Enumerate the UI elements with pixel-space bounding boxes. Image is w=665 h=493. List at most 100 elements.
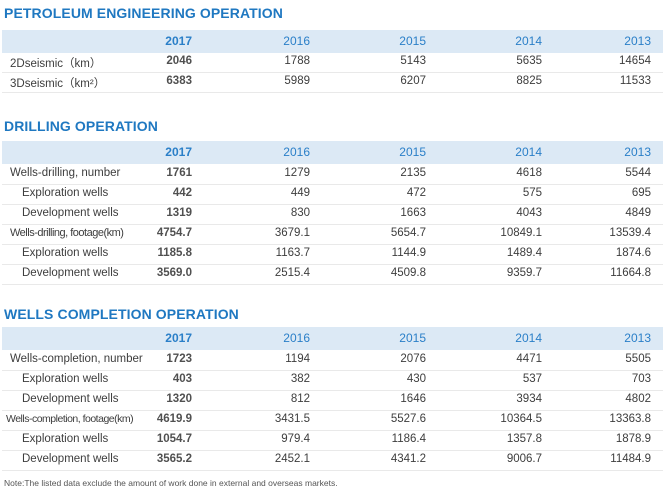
cell-2016: 812 [290,393,310,405]
cell-2016: 2515.4 [274,267,310,279]
section-title: PETROLEUM ENGINEERING OPERATION [4,5,283,21]
cell-2017: 6383 [166,75,192,87]
cell-2017: 4619.9 [156,413,192,425]
header-year-2013: 2013 [624,331,651,345]
table-header: 2017 2016 2015 2014 2013 [2,141,663,164]
cell-2014: 5635 [516,55,542,67]
table-row: Development wells 3565.2 2452.1 4341.2 9… [2,450,663,471]
row-label: Wells-completion, footage(km) [6,413,134,425]
cell-2017: 3565.2 [156,453,192,465]
cell-2016: 979.4 [281,433,310,445]
cell-2013: 4849 [625,207,651,219]
header-year-2016: 2016 [283,145,310,159]
cell-2013: 11484.9 [610,453,651,465]
cell-2013: 695 [631,187,651,199]
cell-2015: 1186.4 [391,433,426,445]
cell-2014: 10364.5 [500,413,542,425]
cell-2015: 1646 [400,393,426,405]
header-year-2013: 2013 [624,34,651,48]
row-label: 3Dseismic（km²） [10,78,106,90]
cell-2014: 3934 [516,393,542,405]
table-row: Exploration wells 403 382 430 537 703 [2,370,663,391]
row-label: Exploration wells [22,247,109,259]
table-row: Wells-drilling, footage(km) 4754.7 3679.… [2,224,663,245]
row-label: Exploration wells [22,433,109,445]
cell-2017: 1723 [166,353,192,365]
cell-2014: 9359.7 [506,267,542,279]
cell-2015: 4509.8 [390,267,426,279]
table-row: Development wells 1319 830 1663 4043 484… [2,204,663,225]
header-year-2017: 2017 [165,34,192,48]
cell-2013: 1878.9 [615,433,651,445]
cell-2015: 1663 [400,207,426,219]
cell-2016: 449 [290,187,310,199]
footnote: Note:The listed data exclude the amount … [4,478,338,488]
cell-2013: 13363.8 [609,413,651,425]
cell-2014: 537 [522,373,542,385]
cell-2016: 2452.1 [274,453,310,465]
cell-2014: 575 [522,187,542,199]
table-row: Wells-drilling, number 1761 1279 2135 46… [2,164,663,185]
table-row: Exploration wells 1185.8 1163.7 1144.9 1… [2,244,663,265]
header-year-2014: 2014 [515,145,542,159]
header-year-2015: 2015 [399,145,426,159]
cell-2017: 1054.7 [156,433,192,445]
cell-2013: 11664.8 [610,267,651,279]
cell-2017: 1185.8 [157,247,192,259]
cell-2016: 830 [290,207,310,219]
row-label: Exploration wells [22,373,109,385]
header-year-2015: 2015 [399,331,426,345]
header-year-2017: 2017 [165,145,192,159]
cell-2017: 3569.0 [156,267,192,279]
table-row: 2Dseismic（km） 2046 1788 5143 5635 14654 [2,52,663,73]
header-year-2014: 2014 [515,331,542,345]
cell-2017: 403 [172,373,192,385]
cell-2015: 4341.2 [390,453,426,465]
cell-2016: 1163.7 [275,247,310,259]
cell-2016: 3431.5 [274,413,310,425]
cell-2013: 11533 [619,75,651,87]
row-label: 2Dseismic（km） [10,58,102,70]
cell-2014: 10849.1 [500,227,542,239]
cell-2017: 1761 [166,167,192,179]
header-year-2013: 2013 [624,145,651,159]
cell-2013: 5544 [625,167,651,179]
row-label: Development wells [22,393,119,405]
cell-2014: 9006.7 [506,453,542,465]
cell-2013: 703 [631,373,651,385]
row-label: Development wells [22,453,119,465]
table-row: 3Dseismic（km²） 6383 5989 6207 8825 11533 [2,72,663,93]
table-row: Exploration wells 1054.7 979.4 1186.4 13… [2,430,663,451]
table-row: Wells-completion, footage(km) 4619.9 343… [2,410,663,431]
table-row: Exploration wells 442 449 472 575 695 [2,184,663,205]
row-label: Wells-completion, number [10,353,143,365]
header-year-2016: 2016 [283,34,310,48]
table-row: Wells-completion, number 1723 1194 2076 … [2,350,663,371]
cell-2014: 4471 [516,353,542,365]
cell-2013: 1874.6 [615,247,651,259]
cell-2016: 5989 [284,75,310,87]
cell-2015: 472 [406,187,426,199]
row-label: Exploration wells [22,187,109,199]
header-year-2015: 2015 [399,34,426,48]
section-title: DRILLING OPERATION [4,118,158,134]
cell-2015: 430 [406,373,426,385]
cell-2013: 13539.4 [609,227,651,239]
cell-2017: 2046 [166,55,192,67]
cell-2015: 2135 [400,167,426,179]
row-label: Wells-drilling, number [10,167,121,179]
cell-2017: 442 [172,187,192,199]
cell-2014: 1357.8 [506,433,542,445]
cell-2014: 8825 [516,75,542,87]
row-label: Development wells [22,207,119,219]
row-label: Wells-drilling, footage(km) [10,227,124,239]
cell-2015: 6207 [400,75,426,87]
cell-2016: 1194 [285,353,310,365]
cell-2016: 1279 [284,167,310,179]
cell-2016: 3679.1 [274,227,310,239]
cell-2015: 1144.9 [391,247,426,259]
header-year-2016: 2016 [283,331,310,345]
table-header: 2017 2016 2015 2014 2013 [2,327,663,350]
cell-2016: 1788 [284,55,310,67]
cell-2014: 4043 [516,207,542,219]
